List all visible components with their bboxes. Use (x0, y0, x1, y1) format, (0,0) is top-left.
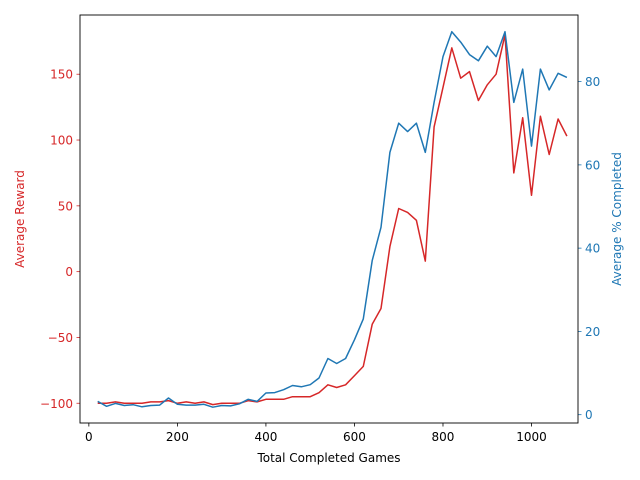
tick-layer: 0 200 400 600 800 1000 −100 −50 0 50 100 150 0 20 40 60… (40, 68, 600, 444)
right-tick-label: 40 (585, 242, 600, 256)
average-percent-completed-line (97, 30, 568, 408)
x-tick-label: 800 (432, 430, 455, 444)
left-tick-label: 50 (58, 199, 73, 213)
right-tick-label: 60 (585, 158, 600, 172)
left-tick-label: 150 (50, 68, 73, 82)
left-tick-label: −50 (48, 331, 73, 345)
x-tick-label: 0 (85, 430, 93, 444)
right-tick-label: 0 (585, 408, 593, 422)
x-tick-label: 200 (166, 430, 189, 444)
x-tick-label: 1000 (516, 430, 547, 444)
x-tick-label: 600 (343, 430, 366, 444)
left-tick-label: 100 (50, 134, 73, 148)
right-tick-label: 80 (585, 75, 600, 89)
left-tick-label: 0 (65, 265, 73, 279)
plot-frame (79, 14, 579, 424)
series-layer (97, 30, 568, 408)
left-tick-label: −100 (40, 397, 73, 411)
x-axis-title: Total Completed Games (256, 451, 400, 465)
x-tick-label: 400 (254, 430, 277, 444)
right-axis-title: Average % Completed (610, 152, 624, 286)
left-axis-title: Average Reward (13, 170, 27, 268)
right-tick-label: 20 (585, 325, 600, 339)
